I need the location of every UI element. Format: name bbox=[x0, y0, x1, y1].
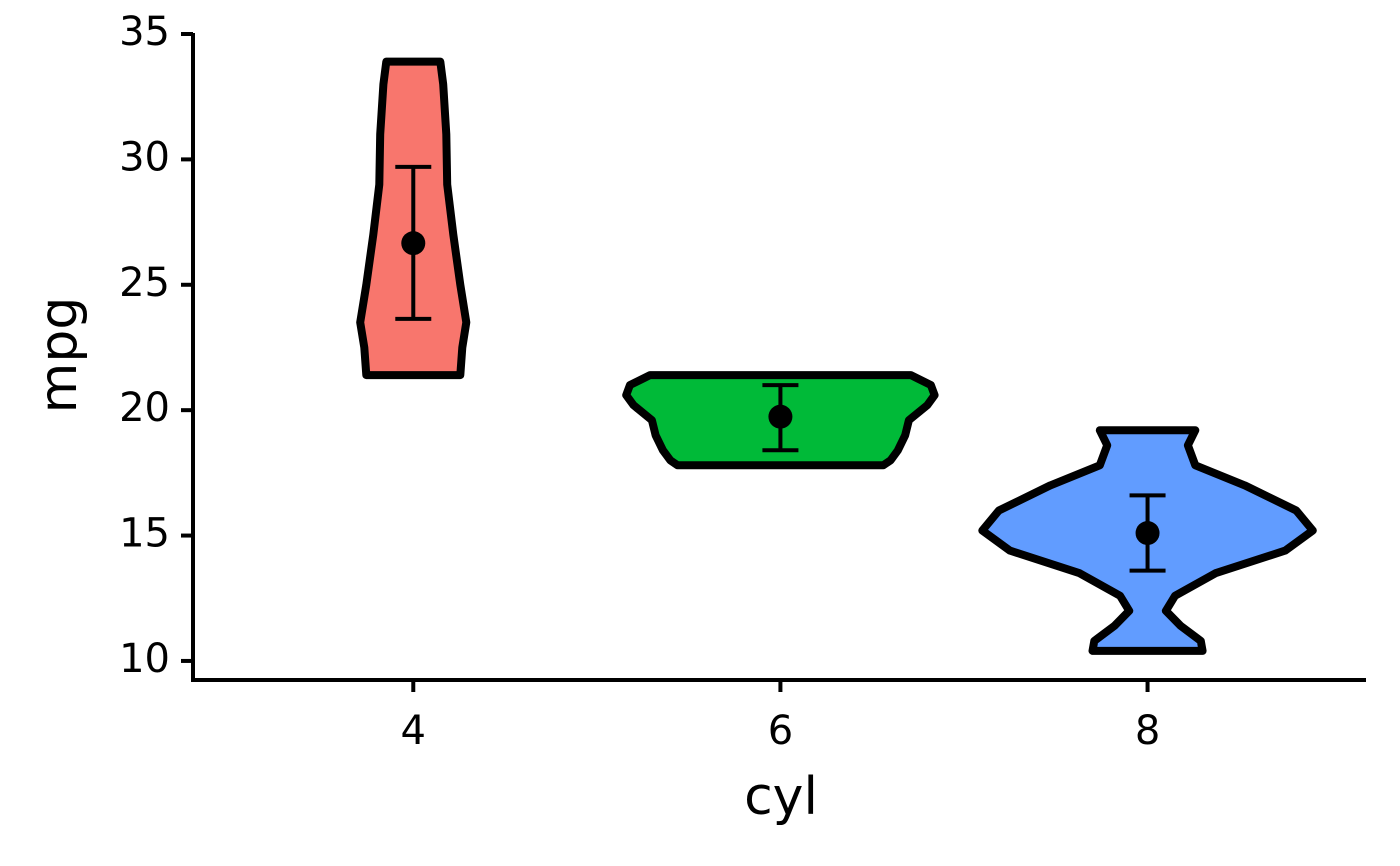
y-tick-label: 30 bbox=[119, 134, 170, 180]
mean-point bbox=[768, 404, 793, 429]
y-axis-title: mpg bbox=[29, 297, 89, 414]
x-tick-label: 6 bbox=[768, 708, 793, 754]
y-tick-label: 20 bbox=[119, 385, 170, 431]
y-tick-label: 35 bbox=[119, 9, 170, 55]
y-tick-label: 10 bbox=[119, 636, 170, 682]
mean-point bbox=[1135, 521, 1160, 546]
x-tick-label: 4 bbox=[401, 708, 426, 754]
x-tick-label: 8 bbox=[1135, 708, 1160, 754]
y-tick-label: 25 bbox=[119, 260, 170, 306]
y-tick-label: 15 bbox=[119, 511, 170, 557]
x-axis-title: cyl bbox=[744, 767, 818, 827]
mean-point bbox=[401, 231, 426, 256]
